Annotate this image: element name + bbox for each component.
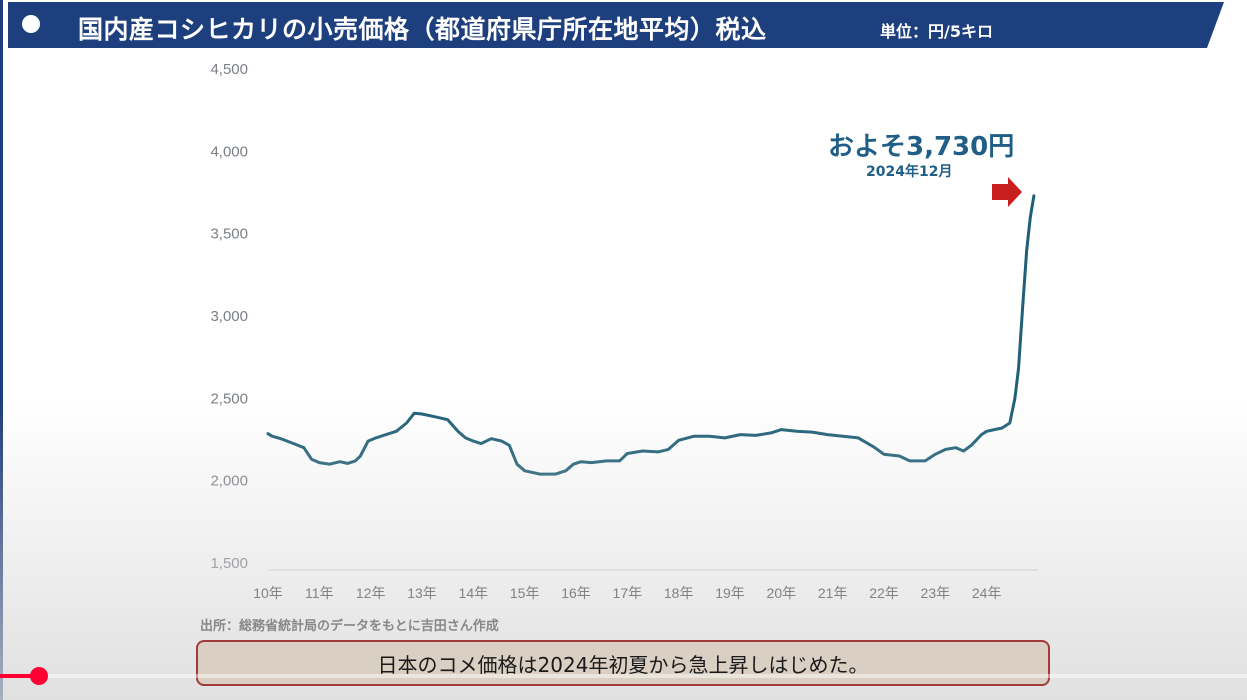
peak-value-label: およそ3,730円 — [828, 132, 1015, 162]
x-tick-label: 15年 — [510, 585, 540, 600]
caption-text: 日本のコメ価格は2024年初夏から急上昇しはじめた。 — [377, 652, 869, 677]
unit-label: 単位：円/5キロ — [880, 22, 993, 41]
x-tick-label: 19年 — [715, 585, 745, 600]
red-arrow-icon — [992, 177, 1022, 207]
peak-date-label: 2024年12月 — [866, 164, 953, 180]
x-tick-label: 23年 — [921, 585, 951, 600]
y-tick-label: 1,500 — [210, 555, 248, 572]
x-tick-label: 12年 — [356, 585, 386, 600]
x-axis: 10年 11年 12年 13年 14年 15年 16年 17年 18年 19年 20年 21年 22年 2… — [253, 569, 1038, 600]
y-tick-label: 3,500 — [210, 226, 248, 243]
series-line — [266, 194, 1036, 476]
title-bullet-icon — [22, 15, 40, 33]
video-progress-bar[interactable] — [0, 674, 1247, 678]
y-axis: 1,500 2,000 2,500 3,000 3,500 4,000 4,500 — [210, 61, 248, 572]
source-note: 出所：総務省統計局のデータをもとに吉田さん作成 — [200, 619, 499, 634]
left-accent-rule — [0, 0, 3, 700]
x-tick-label: 21年 — [818, 585, 848, 600]
y-tick-label: 2,500 — [210, 390, 248, 407]
x-tick-label: 22年 — [869, 585, 899, 600]
x-tick-label: 18年 — [664, 585, 694, 600]
x-tick-label: 11年 — [305, 585, 334, 600]
title-bar: 国内産コシヒカリの小売価格（都道府県庁所在地平均）税込 単位：円/5キロ — [8, 2, 1224, 48]
x-tick-label: 10年 — [253, 585, 283, 600]
video-progress-fill — [0, 674, 38, 678]
progress-scrubber-handle[interactable] — [30, 667, 48, 685]
chart-title: 国内産コシヒカリの小売価格（都道府県庁所在地平均）税込 — [78, 15, 767, 44]
x-tick-label: 17年 — [613, 585, 643, 600]
y-tick-label: 2,000 — [210, 473, 248, 490]
x-tick-label: 24年 — [972, 585, 1002, 600]
y-tick-label: 3,000 — [210, 308, 248, 325]
caption-box: 日本のコメ価格は2024年初夏から急上昇しはじめた。 — [196, 640, 1050, 686]
series-layer — [266, 194, 1036, 476]
x-tick-label: 13年 — [407, 585, 437, 600]
y-tick-label: 4,500 — [210, 61, 248, 78]
x-tick-label: 14年 — [459, 585, 489, 600]
x-tick-label: 16年 — [561, 585, 591, 600]
x-tick-label: 20年 — [767, 585, 797, 600]
y-tick-label: 4,000 — [210, 143, 248, 160]
